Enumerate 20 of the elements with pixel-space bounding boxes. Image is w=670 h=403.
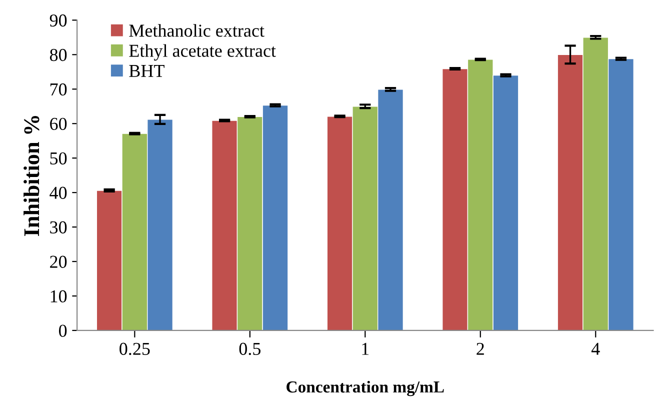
y-tick-label: 90	[50, 14, 67, 27]
y-tick-label: 30	[50, 221, 67, 234]
y-axis-title: Inhibition %	[24, 116, 40, 236]
x-axis-title: Concentration mg/mL	[286, 380, 444, 396]
y-tick-label: 20	[50, 256, 67, 268]
y-tick-label: 50	[50, 152, 67, 165]
x-tick-label: 2	[476, 342, 484, 355]
legend-label: Methanolic extract	[129, 24, 264, 37]
y-tick-label: 60	[50, 118, 67, 130]
x-tick-label: 0.5	[239, 342, 260, 356]
legend-label: Ethyl acetate extract	[129, 44, 276, 61]
x-tick-label: 4	[591, 342, 600, 355]
y-tick-label: 70	[50, 83, 67, 96]
y-tick-label: 0	[58, 324, 67, 337]
x-tick-label: 0.25	[120, 342, 150, 356]
legend-label: BHT	[129, 65, 164, 77]
y-tick-label: 40	[50, 186, 67, 199]
y-tick-label: 80	[50, 48, 67, 62]
x-tick-label: 1	[362, 342, 369, 355]
y-tick-label: 10	[50, 290, 67, 302]
